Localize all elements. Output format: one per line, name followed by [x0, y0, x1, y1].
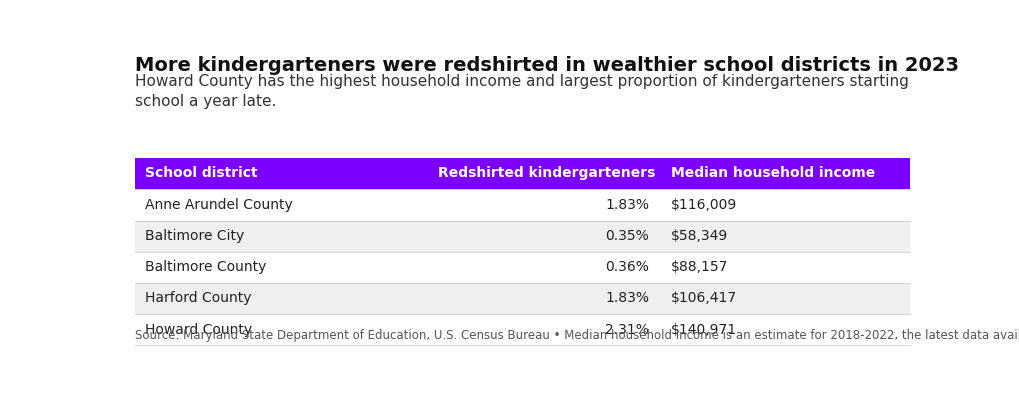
- Text: $58,349: $58,349: [669, 229, 728, 243]
- Text: Redshirted kindergarteners: Redshirted kindergarteners: [437, 167, 654, 180]
- Text: Howard County has the highest household income and largest proportion of kinderg: Howard County has the highest household …: [136, 74, 908, 109]
- Text: 1.83%: 1.83%: [604, 292, 649, 305]
- Text: 2.31%: 2.31%: [604, 323, 649, 337]
- Text: Median household income: Median household income: [669, 167, 874, 180]
- Bar: [136, 189, 909, 220]
- Text: Baltimore County: Baltimore County: [145, 260, 266, 274]
- Text: $106,417: $106,417: [669, 292, 736, 305]
- Text: Howard County: Howard County: [145, 323, 252, 337]
- Text: 0.36%: 0.36%: [604, 260, 649, 274]
- Text: $88,157: $88,157: [669, 260, 728, 274]
- Text: 0.35%: 0.35%: [605, 229, 649, 243]
- Bar: [136, 283, 909, 314]
- Text: Anne Arundel County: Anne Arundel County: [145, 198, 292, 212]
- Text: 1.83%: 1.83%: [604, 198, 649, 212]
- Text: School district: School district: [145, 167, 257, 180]
- Text: Baltimore City: Baltimore City: [145, 229, 244, 243]
- Text: More kindergarteners were redshirted in wealthier school districts in 2023: More kindergarteners were redshirted in …: [136, 56, 959, 75]
- Text: $116,009: $116,009: [669, 198, 736, 212]
- Bar: [136, 314, 909, 345]
- Text: $140,971: $140,971: [669, 323, 736, 337]
- Bar: [136, 158, 909, 189]
- Bar: [136, 220, 909, 252]
- Text: Harford County: Harford County: [145, 292, 251, 305]
- Bar: [136, 252, 909, 283]
- Text: Source: Maryland State Department of Education, U.S. Census Bureau • Median hous: Source: Maryland State Department of Edu…: [136, 329, 1019, 342]
